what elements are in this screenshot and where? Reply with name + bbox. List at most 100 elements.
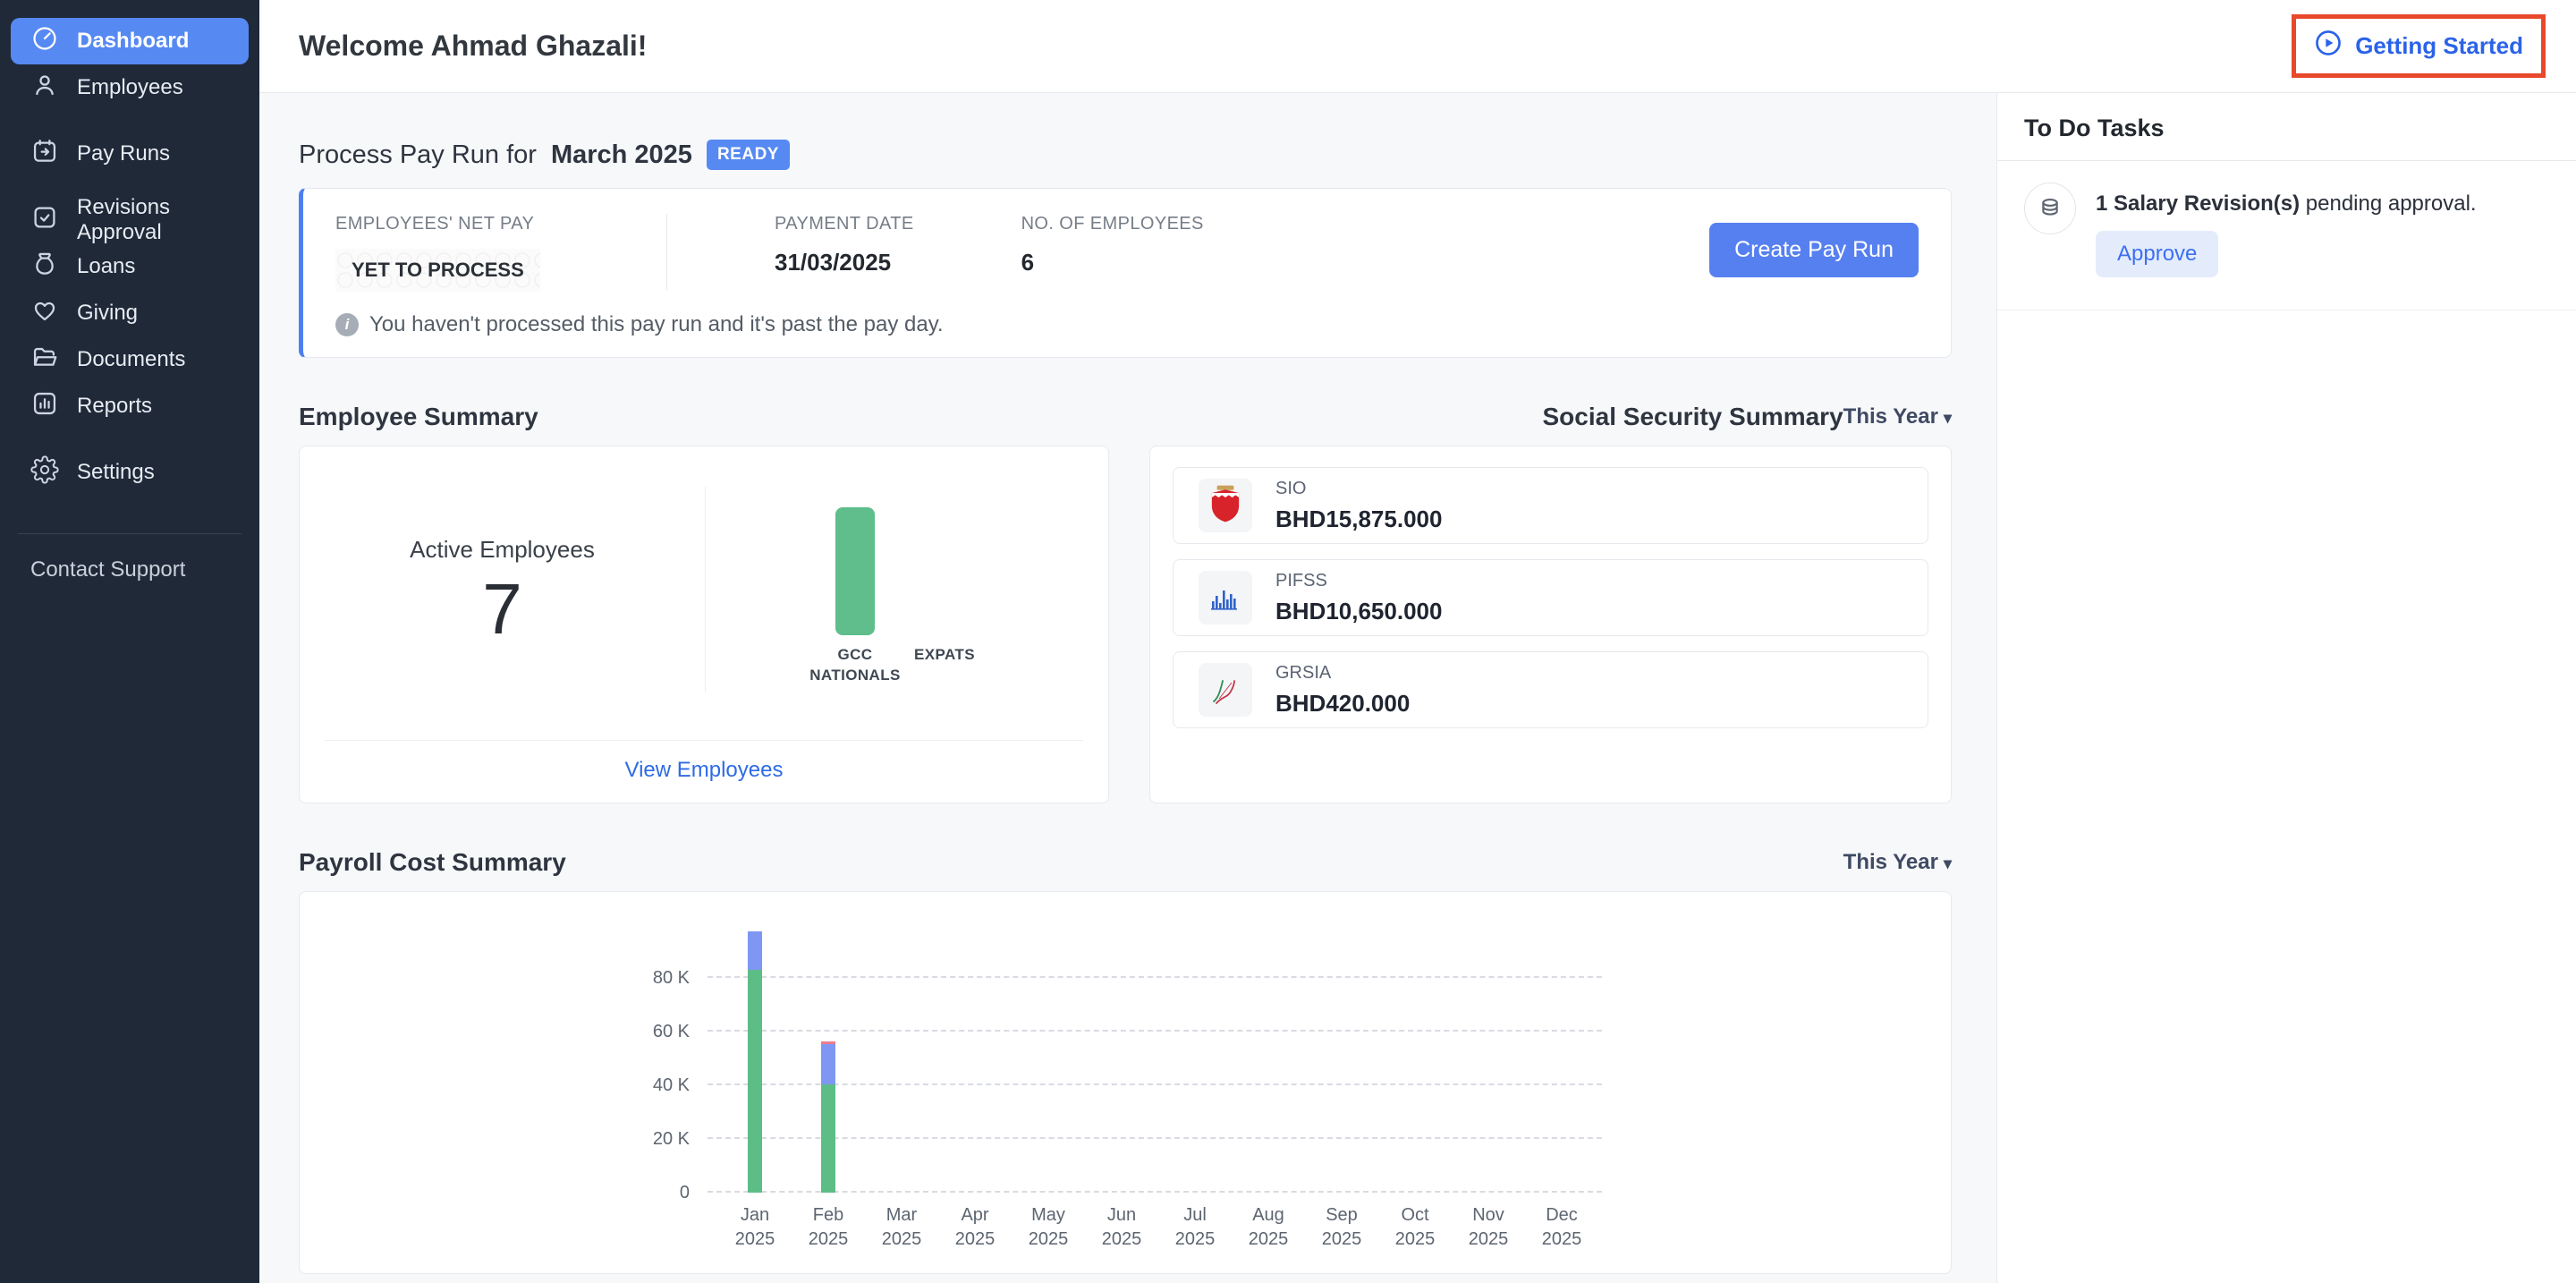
sidebar-nav: Dashboard Employees Pay Runs Revisions A… [0, 0, 259, 496]
todo-title: To Do Tasks [1997, 93, 2576, 161]
payrun-section-title: Process Pay Run for March 2025 READY [299, 140, 1952, 170]
x-axis-tick: Oct 2025 [1394, 1205, 1436, 1249]
grid-line [708, 1137, 1602, 1139]
approve-button[interactable]: Approve [2096, 231, 2219, 277]
grid-line [708, 976, 1602, 978]
employee-chart-label: GCC NATIONALS [809, 646, 901, 684]
x-axis-tick: Feb 2025 [808, 1205, 849, 1249]
social-security-row-grsia[interactable]: GRSIA BHD420.000 [1173, 651, 1928, 728]
social-security-row-pifss[interactable]: PIFSS BHD10,650.000 [1173, 559, 1928, 636]
payroll-cost-card: 0 20 K 40 K 60 K 80 K Jan 2025 Feb 2025 Mar 202… [299, 891, 1952, 1274]
summary-headings-row: Employee Summary Social Security Summary… [299, 403, 1952, 431]
mini-bar-chart-icon [1199, 571, 1252, 625]
y-axis-tick: 0 [679, 1183, 690, 1202]
net-pay-label: EMPLOYEES' NET PAY [335, 214, 535, 234]
net-pay-value: YET TO PROCESS [335, 249, 540, 292]
payrun-info-text: You haven't processed this pay run and i… [369, 312, 944, 336]
social-security-period-dropdown[interactable]: This Year ▾ [1843, 404, 1952, 429]
employee-count-field: NO. OF EMPLOYEES 6 [1021, 214, 1204, 276]
sidebar-item-label: Documents [77, 347, 186, 371]
payment-date-field: PAYMENT DATE 31/03/2025 [775, 214, 914, 276]
payroll-cost-period-dropdown[interactable]: This Year ▾ [1843, 850, 1952, 874]
sidebar-item-revisions-approval[interactable]: Revisions Approval [11, 195, 249, 244]
sidebar-item-giving[interactable]: Giving [11, 290, 249, 336]
employee-card-divider [705, 487, 706, 692]
money-bag-icon [30, 250, 59, 285]
sidebar-item-reports[interactable]: Reports [11, 383, 249, 429]
sidebar-item-documents[interactable]: Documents [11, 336, 249, 383]
y-axis-tick: 60 K [652, 1022, 690, 1041]
sidebar-item-label: Loans [77, 254, 136, 278]
payrun-fields: EMPLOYEES' NET PAY YET TO PROCESS PAYMEN… [335, 214, 1919, 292]
employee-chart-label: EXPATS [914, 646, 975, 663]
chart-bar-segment [748, 970, 762, 1193]
social-security-name: SIO [1275, 478, 1307, 498]
contact-support-link[interactable]: Contact Support [30, 557, 186, 582]
x-axis-tick: Dec 2025 [1541, 1205, 1582, 1249]
social-security-card: SIO BHD15,875.000 PIFSS BHD10,650.000 [1149, 446, 1952, 803]
create-pay-run-button[interactable]: Create Pay Run [1709, 223, 1919, 277]
bahrain-crest-icon [1199, 479, 1252, 532]
todo-task-text: 1 Salary Revision(s) pending approval. [2096, 191, 2477, 216]
x-axis-tick: Jun 2025 [1101, 1205, 1142, 1249]
social-security-amount: BHD10,650.000 [1275, 597, 1443, 625]
chevron-down-icon: ▾ [1943, 854, 1952, 872]
sidebar-item-dashboard[interactable]: Dashboard [11, 18, 249, 64]
active-employees-count: 7 [482, 569, 522, 649]
sidebar-item-label: Giving [77, 301, 139, 325]
payrun-info-row: i You haven't processed this pay run and… [335, 312, 944, 337]
play-circle-icon [2314, 29, 2343, 64]
sidebar-item-employees[interactable]: Employees [11, 64, 249, 111]
employee-summary-card: Active Employees 7 GCC NATIONALS EXPATS V… [299, 446, 1109, 803]
bar-chart-icon [30, 389, 59, 424]
todo-task: 1 Salary Revision(s) pending approval. A… [1997, 161, 2576, 277]
payroll-chart: 0 20 K 40 K 60 K 80 K Jan 2025 Feb 2025 Mar 202… [653, 924, 1602, 1249]
user-icon [30, 71, 59, 106]
getting-started-button[interactable]: Getting Started [2292, 14, 2546, 78]
chevron-down-icon: ▾ [1943, 409, 1952, 427]
employee-summary-title: Employee Summary [299, 403, 538, 430]
summary-cards-row: Active Employees 7 GCC NATIONALS EXPATS V… [299, 446, 1952, 803]
chart-bar-segment [821, 1043, 835, 1084]
x-axis-tick: Jan 2025 [734, 1205, 775, 1249]
active-employees-label: Active Employees [410, 536, 595, 563]
sidebar-item-loans[interactable]: Loans [11, 243, 249, 290]
x-axis-tick: Aug 2025 [1248, 1205, 1289, 1249]
x-axis-tick: May 2025 [1028, 1205, 1069, 1249]
sidebar-item-label: Dashboard [77, 29, 190, 53]
chart-bar-segment [821, 1083, 835, 1193]
view-employees-link[interactable]: View Employees [624, 758, 784, 782]
sidebar-item-label: Employees [77, 75, 183, 99]
line-sketch-icon [1199, 663, 1252, 717]
sidebar-item-label: Pay Runs [77, 141, 171, 166]
coins-icon [2024, 183, 2076, 234]
top-bar: Welcome Ahmad Ghazali! Getting Started [259, 0, 2576, 93]
sidebar-item-pay-runs[interactable]: Pay Runs [11, 131, 249, 177]
chart-bar-segment [821, 1041, 835, 1044]
calendar-arrow-icon [30, 137, 59, 172]
social-security-row-sio[interactable]: SIO BHD15,875.000 [1173, 467, 1928, 544]
payment-date-value: 31/03/2025 [775, 249, 892, 276]
x-axis-tick: Mar 2025 [881, 1205, 922, 1249]
employee-chart: GCC NATIONALS EXPATS [300, 446, 1108, 803]
payrun-title-period: March 2025 [550, 140, 692, 169]
employee-chart-bar [835, 507, 875, 635]
employee-count-label: NO. OF EMPLOYEES [1021, 214, 1204, 234]
sidebar-item-settings[interactable]: Settings [11, 449, 249, 496]
payrun-card: EMPLOYEES' NET PAY YET TO PROCESS PAYMEN… [299, 188, 1952, 358]
gear-icon [30, 455, 59, 490]
sidebar: Dashboard Employees Pay Runs Revisions A… [0, 0, 259, 1283]
x-axis-tick: Apr 2025 [954, 1205, 996, 1249]
y-axis-tick: 80 K [652, 968, 690, 988]
check-square-icon [30, 203, 59, 238]
folder-icon [30, 343, 59, 378]
x-axis-tick: Nov 2025 [1468, 1205, 1509, 1249]
social-security-name: PIFSS [1275, 570, 1327, 591]
y-axis-tick: 40 K [652, 1075, 690, 1095]
payrun-status-badge: READY [706, 140, 790, 170]
grid-line [708, 1083, 1602, 1085]
getting-started-label: Getting Started [2355, 32, 2523, 59]
sidebar-item-label: Revisions Approval [77, 195, 171, 244]
chart-bar-segment [748, 931, 762, 970]
social-security-title: Social Security Summary [1542, 403, 1843, 430]
